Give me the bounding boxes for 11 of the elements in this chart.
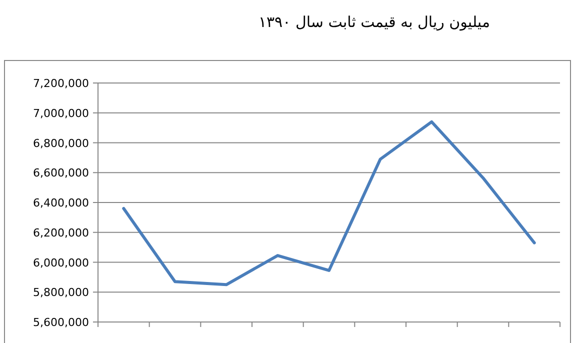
y-tick-label: 5,600,000: [33, 316, 89, 329]
y-tick-label: 7,200,000: [33, 77, 89, 90]
y-tick-label: 5,800,000: [33, 286, 89, 300]
line-series: [122, 120, 536, 286]
y-tick-label: 6,200,000: [33, 226, 89, 240]
y-tick-label: 6,600,000: [33, 166, 89, 180]
y-tick-label: 7,000,000: [33, 106, 89, 120]
y-tick-label: 6,000,000: [33, 256, 89, 270]
y-tick-label: 6,400,000: [33, 196, 89, 210]
y-tick-label: 6,800,000: [33, 136, 89, 150]
chart-title: میلیون ریال به قیمت ثابت سال ۱۳۹۰: [258, 13, 490, 31]
